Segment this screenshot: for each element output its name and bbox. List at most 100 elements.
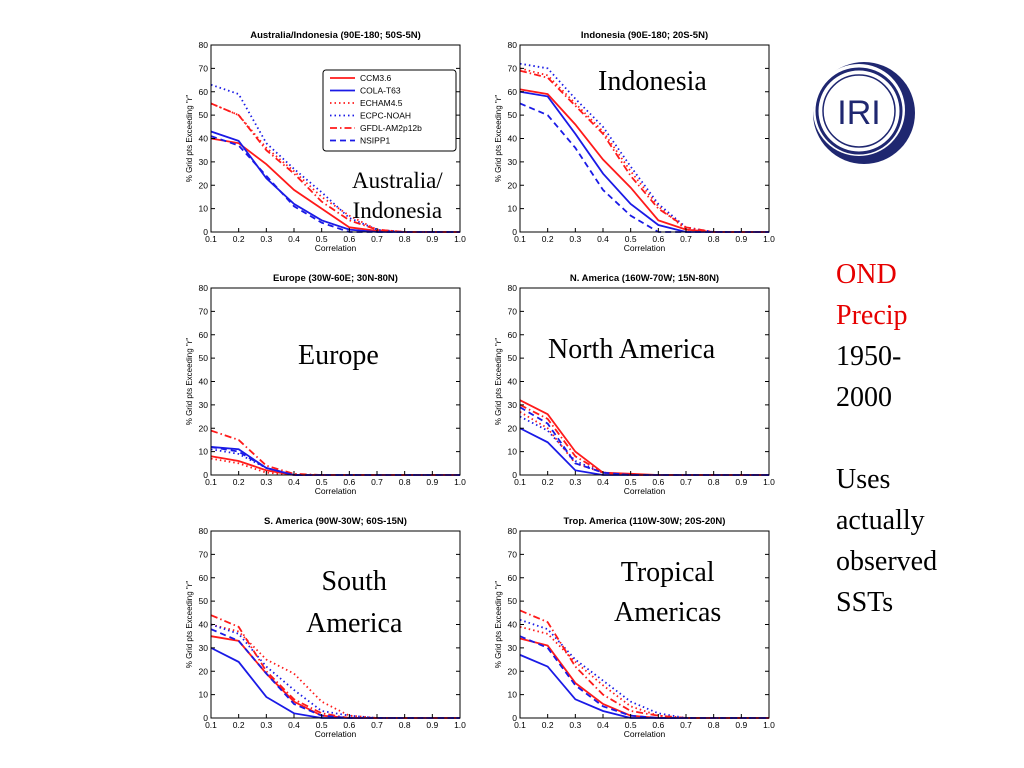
series-line-ccm3-6 — [210, 635, 460, 719]
y-tick-label: 30 — [199, 400, 209, 410]
x-tick-label: 0.5 — [316, 720, 328, 730]
legend: CCM3.6 COLA-T63 ECHAM4.5 ECPC-NOAH GFDL-AM2p… — [322, 69, 457, 152]
y-tick-label: 60 — [199, 87, 209, 97]
series-line-gfdl-am2p12b — [519, 404, 769, 476]
x-tick-label: 0.7 — [680, 720, 692, 730]
y-tick-label: 0 — [203, 227, 208, 237]
x-tick-label: 0.7 — [680, 234, 692, 244]
y-tick-label: 0 — [203, 470, 208, 480]
chart-panel: Australia/Indonesia (90E-180; 50S-5N) 0 10… — [185, 30, 466, 253]
caption-line: observed — [836, 546, 938, 577]
y-tick-label: 40 — [199, 134, 209, 144]
caption-line: 2000 — [836, 382, 892, 413]
y-tick-label: 70 — [199, 306, 209, 316]
series-line-cola-t63 — [519, 90, 769, 233]
x-tick-label: 0.3 — [569, 720, 581, 730]
chart-panel: N. America (160W-70W; 15N-80N) 0 10 20 30 40 5… — [494, 273, 775, 496]
chart-panel: Trop. America (110W-30W; 20S-20N) 0 10 20 30… — [494, 516, 775, 739]
chart-title: S. America (90W-30W; 60S-15N) — [264, 516, 407, 527]
caption-line: Uses — [836, 464, 891, 495]
x-tick-label: 0.7 — [371, 477, 383, 487]
y-tick-label: 80 — [199, 283, 209, 293]
x-tick-label: 1.0 — [763, 477, 775, 487]
y-tick-label: 80 — [508, 526, 518, 536]
y-tick-label: 60 — [199, 330, 209, 340]
chart-title: N. America (160W-70W; 15N-80N) — [570, 273, 719, 284]
x-axis-label: Correlation — [624, 243, 666, 253]
y-tick-label: 10 — [508, 447, 518, 457]
y-axis-label: % Grid pts Exceeding "r" — [185, 95, 194, 183]
x-tick-label: 0.6 — [343, 477, 355, 487]
x-tick-label: 0.4 — [597, 720, 609, 730]
y-tick-label: 60 — [508, 330, 518, 340]
side-caption: OND Precip 1950- 2000 Uses actually observed SS… — [836, 254, 937, 623]
x-axis-label: Correlation — [624, 729, 666, 739]
caption-line: Precip — [836, 300, 908, 331]
x-axis-label: Correlation — [315, 729, 357, 739]
y-tick-label: 50 — [508, 353, 518, 363]
x-tick-label: 0.6 — [652, 234, 664, 244]
series-line-ecpc-noah — [210, 623, 460, 719]
x-tick-label: 0.6 — [652, 477, 664, 487]
chart-panel: Indonesia (90E-180; 20S-5N) 0 10 20 30 40 50 60… — [494, 30, 775, 253]
y-tick-label: 30 — [508, 643, 518, 653]
label-australia-indonesia: Australia/ Indonesia — [352, 168, 443, 223]
y-tick-label: 50 — [508, 596, 518, 606]
plot-frame — [519, 287, 770, 476]
y-tick-label: 70 — [508, 63, 518, 73]
legend-box — [322, 69, 457, 152]
chart-title: Australia/Indonesia (90E-180; 50S-5N) — [250, 30, 421, 41]
legend-label: NSIPP1 — [360, 136, 391, 146]
legend-label: ECPC-NOAH — [360, 111, 411, 121]
x-tick-label: 0.4 — [597, 234, 609, 244]
series-line-gfdl-am2p12b — [210, 429, 460, 476]
x-tick-label: 0.2 — [233, 234, 245, 244]
x-tick-label: 0.9 — [735, 234, 747, 244]
x-tick-label: 0.9 — [426, 234, 438, 244]
y-tick-label: 60 — [508, 573, 518, 583]
x-tick-label: 0.6 — [343, 234, 355, 244]
y-tick-label: 80 — [199, 526, 209, 536]
x-tick-label: 0.2 — [542, 720, 554, 730]
y-tick-label: 70 — [199, 549, 209, 559]
label-north-america: North America — [548, 334, 716, 365]
series-line-ecpc-noah — [519, 415, 769, 476]
y-tick-label: 40 — [508, 620, 518, 630]
x-tick-label: 0.1 — [514, 477, 526, 487]
x-tick-label: 0.1 — [514, 720, 526, 730]
y-tick-label: 80 — [199, 40, 209, 50]
y-tick-label: 40 — [199, 620, 209, 630]
series-line-echam4-5 — [519, 411, 769, 476]
series-line-cola-t63 — [210, 446, 460, 476]
y-tick-label: 20 — [199, 666, 209, 676]
series-line-ecpc-noah — [210, 448, 460, 476]
y-tick-label: 0 — [512, 713, 517, 723]
x-tick-label: 0.4 — [288, 234, 300, 244]
legend-label: ECHAM4.5 — [360, 98, 403, 108]
caption-line: SSTs — [836, 587, 894, 618]
y-tick-label: 20 — [508, 180, 518, 190]
y-tick-label: 40 — [508, 377, 518, 387]
x-tick-label: 0.4 — [597, 477, 609, 487]
y-tick-label: 30 — [199, 643, 209, 653]
y-tick-label: 70 — [508, 306, 518, 316]
x-tick-label: 0.9 — [735, 477, 747, 487]
x-tick-label: 0.2 — [233, 720, 245, 730]
chart-title: Europe (30W-60E; 30N-80N) — [273, 273, 398, 284]
y-tick-label: 60 — [508, 87, 518, 97]
x-tick-label: 0.4 — [288, 720, 300, 730]
x-tick-label: 1.0 — [763, 234, 775, 244]
legend-label: GFDL-AM2p12b — [360, 123, 422, 133]
x-tick-label: 1.0 — [454, 234, 466, 244]
series-line-ccm3-6 — [519, 399, 769, 476]
caption-line: actually — [836, 505, 925, 536]
chart-title: Indonesia (90E-180; 20S-5N) — [581, 30, 708, 41]
y-tick-label: 60 — [199, 573, 209, 583]
y-axis-label: % Grid pts Exceeding "r" — [185, 338, 194, 426]
series-line-echam4-5 — [519, 625, 769, 719]
y-tick-label: 30 — [508, 157, 518, 167]
y-tick-label: 50 — [508, 110, 518, 120]
y-tick-label: 10 — [508, 204, 518, 214]
